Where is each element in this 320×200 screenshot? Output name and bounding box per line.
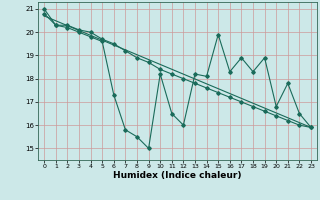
X-axis label: Humidex (Indice chaleur): Humidex (Indice chaleur) [113,171,242,180]
